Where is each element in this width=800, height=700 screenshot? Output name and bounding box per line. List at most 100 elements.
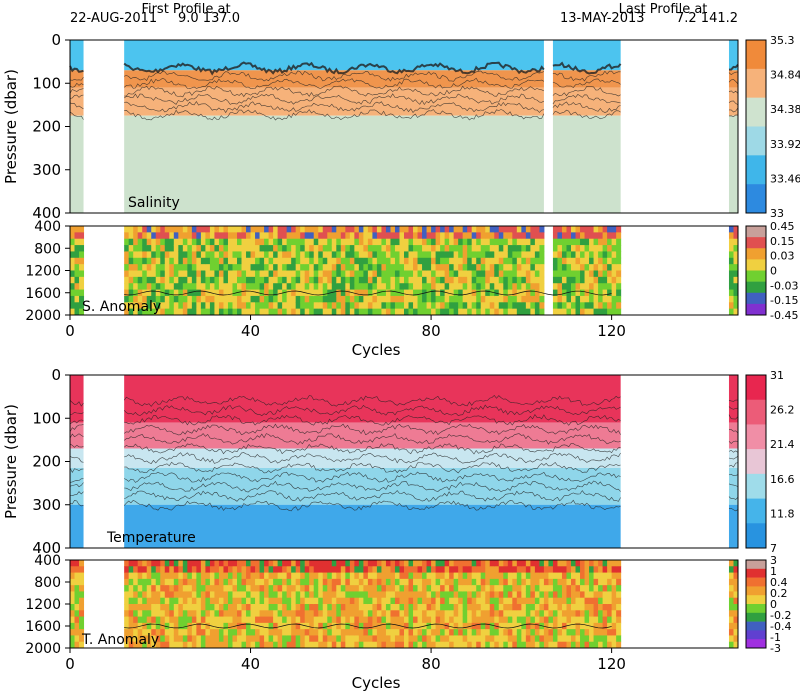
anomaly-cell (417, 560, 423, 567)
anomaly-cell (449, 264, 455, 271)
anomaly-cell (413, 641, 419, 649)
anomaly-cell (367, 251, 373, 259)
anomaly-cell (182, 610, 188, 618)
anomaly-cell (444, 572, 450, 580)
anomaly-cell (512, 283, 518, 291)
anomaly-cell (507, 270, 513, 278)
anomaly-cell (232, 610, 238, 618)
anomaly-cell (209, 270, 215, 278)
anomaly-cell (340, 308, 346, 316)
anomaly-cell (733, 238, 739, 246)
anomaly-cell (525, 560, 531, 567)
anomaly-cell (164, 276, 170, 284)
anomaly-cell (268, 604, 274, 611)
anomaly-cell (498, 572, 504, 580)
anomaly-cell (273, 264, 279, 271)
anomaly-cell (70, 610, 76, 618)
anomaly-cell (345, 610, 351, 618)
anomaly-cell (566, 616, 572, 624)
anomaly-cell (435, 251, 441, 259)
anomaly-cell (458, 264, 464, 271)
anomaly-cell (250, 604, 256, 611)
anomaly-cell (124, 257, 130, 265)
anomaly-cell (471, 232, 477, 240)
anomaly-cell (200, 560, 206, 567)
anomaly-cell (589, 610, 595, 618)
anomaly-cell (363, 238, 369, 246)
contour-line (123, 499, 621, 512)
anomaly-cell (246, 245, 252, 252)
anomaly-cell (575, 245, 581, 252)
anomaly-cell (124, 251, 130, 259)
anomaly-cell (602, 616, 608, 624)
anomaly-cell (480, 591, 486, 599)
anomaly-cell (128, 641, 134, 649)
anomaly-cell (196, 629, 202, 636)
anomaly-cell (214, 245, 220, 252)
colorbar-label: 0.4 (770, 576, 788, 589)
anomaly-cell (580, 295, 586, 303)
anomaly-cell (300, 238, 306, 246)
anomaly-cell (282, 635, 288, 643)
colorbar-swatch (746, 399, 766, 425)
anomaly-cell (381, 276, 387, 284)
anomaly-cell (449, 566, 455, 574)
anomaly-cell (218, 610, 224, 618)
anomaly-cell (598, 302, 604, 310)
anomaly-cell (74, 276, 80, 284)
data-layer (70, 40, 84, 71)
anomaly-cell (187, 257, 193, 265)
anomaly-cell (408, 245, 414, 252)
contour-line (69, 478, 84, 483)
anomaly-cell (354, 591, 360, 599)
anomaly-cell (575, 622, 581, 630)
anomaly-cell (146, 226, 152, 233)
colorbar-label: -0.4 (770, 620, 791, 633)
anomaly-cell (399, 585, 405, 592)
anomaly-cell (196, 238, 202, 246)
anomaly-cell (566, 629, 572, 636)
colorbar-label: 26.2 (770, 404, 795, 417)
anomaly-cell (507, 616, 513, 624)
data-layer (70, 70, 84, 88)
anomaly-cell (534, 270, 540, 278)
anomaly-cell (200, 276, 206, 284)
anomaly-cell (164, 560, 170, 567)
anomaly-cell (264, 295, 270, 303)
anomaly-cell (616, 264, 622, 271)
anomaly-cell (232, 232, 238, 240)
anomaly-cell (273, 308, 279, 316)
anomaly-cell (137, 635, 143, 643)
anomaly-cell (309, 257, 315, 265)
anomaly-cell (309, 635, 315, 643)
anomaly-cell (733, 289, 739, 297)
anomaly-cell (146, 591, 152, 599)
anomaly-cell (480, 566, 486, 574)
last-profile-position: 7.2 141.2 (676, 11, 738, 26)
anomaly-cell (354, 585, 360, 592)
anomaly-cell (205, 226, 211, 233)
anomaly-cell (160, 560, 166, 567)
anomaly-cell (503, 283, 509, 291)
anomaly-cell (471, 572, 477, 580)
anomaly-cell (426, 560, 432, 567)
anomaly-cell (358, 245, 364, 252)
anomaly-cell (589, 629, 595, 636)
anomaly-cell (589, 283, 595, 291)
anomaly-cell (318, 283, 324, 291)
anomaly-cell (300, 604, 306, 611)
anomaly-cell (521, 302, 527, 310)
anomaly-cell (408, 591, 414, 599)
anomaly-cell (534, 597, 540, 605)
anomaly-cell (268, 578, 274, 586)
anomaly-cell (516, 591, 522, 599)
anomaly-cell (453, 635, 459, 643)
anomaly-cell (367, 604, 373, 611)
anomaly-cell (394, 560, 400, 567)
anomaly-cell (476, 295, 482, 303)
anomaly-cell (557, 635, 563, 643)
anomaly-cell (259, 276, 265, 284)
anomaly-cell (584, 264, 590, 271)
anomaly-cell (733, 295, 739, 303)
anomaly-cell (191, 289, 197, 297)
